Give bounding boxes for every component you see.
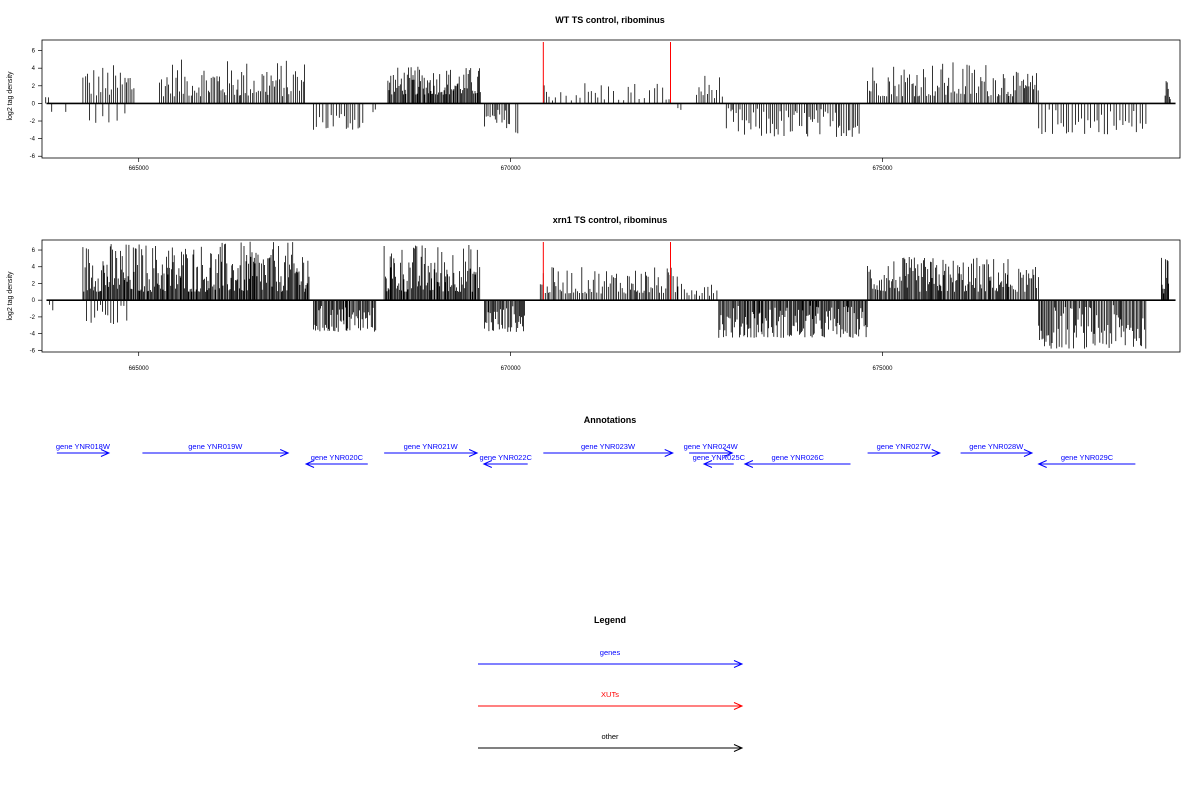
wt-y-axis: -6 -4 -2 0 2 4 6 (30, 49, 42, 160)
gene-label: gene YNR029C (1061, 453, 1114, 462)
gene-arrow: gene YNR022C (480, 453, 533, 468)
gene-label: gene YNR028W (969, 442, 1024, 451)
gene-arrow: gene YNR025C (693, 453, 746, 468)
gene-label: gene YNR019W (188, 442, 243, 451)
gene-label: gene YNR022C (480, 453, 533, 462)
wt-xut-markers (542, 42, 672, 104)
wt-plot-title: WT TS control, ribominus (555, 15, 665, 25)
legend-label: genes (600, 648, 621, 657)
gene-arrow: gene YNR024W (684, 442, 739, 457)
gene-label: gene YNR020C (311, 453, 364, 462)
xrn1-track-plot: xrn1 TS control, ribominus log2 tag dens… (7, 215, 1181, 372)
gene-arrow: gene YNR019W (142, 442, 290, 457)
xrn1-plot-ylabel: log2 tag density (7, 271, 14, 321)
legend-title: Legend (594, 615, 626, 625)
xrn1-x-axis: 665000 670000 675000 (129, 352, 893, 372)
y-tick-label: 4 (32, 66, 36, 72)
gene-label: gene YNR021W (404, 442, 459, 451)
wt-signal-bars (45, 59, 1171, 137)
y-tick-label: 0 (32, 101, 36, 107)
y-tick-label: -6 (30, 348, 36, 354)
gene-arrow: gene YNR027W (867, 442, 942, 457)
legend-panel: Legend genes XUTs other (478, 615, 744, 752)
gene-arrow: gene YNR018W (56, 442, 111, 457)
gene-arrow: gene YNR023W (543, 442, 674, 457)
x-tick-label: 675000 (872, 366, 893, 372)
xrn1-plot-frame (41, 239, 1181, 353)
wt-track-plot: WT TS control, ribominus log2 tag densit… (7, 15, 1181, 172)
gene-arrow: gene YNR021W (384, 442, 479, 457)
gene-label: gene YNR026C (771, 453, 824, 462)
y-tick-label: -4 (30, 137, 36, 143)
gene-label: gene YNR027W (877, 442, 932, 451)
x-tick-label: 670000 (501, 166, 522, 172)
y-tick-label: 4 (32, 265, 36, 271)
y-tick-label: -6 (30, 154, 36, 160)
y-tick-label: 6 (32, 248, 36, 254)
legend-label: other (601, 732, 619, 741)
y-tick-label: 0 (32, 298, 36, 304)
gene-label: gene YNR018W (56, 442, 111, 451)
y-tick-label: 2 (32, 84, 36, 90)
wt-x-axis: 665000 670000 675000 (129, 158, 893, 172)
legend-item-other: other (478, 732, 744, 752)
annotations-panel: Annotations gene YNR018W gene YNR019Wgene… (56, 415, 1136, 468)
gene-arrow: gene YNR026C (743, 453, 851, 468)
wt-plot-ylabel: log2 tag density (7, 71, 14, 121)
gene-label: gene YNR023W (581, 442, 636, 451)
x-tick-label: 665000 (129, 166, 150, 172)
legend-label: XUTs (601, 690, 619, 699)
y-tick-label: 6 (32, 49, 36, 55)
x-tick-label: 675000 (872, 166, 893, 172)
gene-arrow: gene YNR028W (960, 442, 1034, 457)
y-tick-label: -2 (30, 119, 36, 125)
gene-arrow: gene YNR029C (1037, 453, 1136, 468)
annotations-title: Annotations (584, 415, 637, 425)
legend-item-genes: genes (478, 648, 744, 668)
wt-plot-frame (41, 39, 1181, 159)
xrn1-xut-markers (542, 242, 672, 301)
xrn1-signal-bars (49, 241, 1169, 349)
gene-arrow: gene YNR020C (304, 453, 368, 468)
xrn1-y-axis: -6 -4 -2 0 2 4 6 (30, 248, 42, 354)
y-tick-label: 2 (32, 281, 36, 287)
y-tick-label: -4 (30, 332, 36, 338)
gene-label: gene YNR025C (693, 453, 746, 462)
gene-label: gene YNR024W (684, 442, 739, 451)
gene-arrows: gene YNR018W gene YNR019W gene YNR020C gene… (56, 442, 1136, 468)
xrn1-plot-title: xrn1 TS control, ribominus (553, 215, 668, 225)
x-tick-label: 670000 (501, 366, 522, 372)
legend-item-xuts: XUTs (478, 690, 744, 710)
y-tick-label: -2 (30, 315, 36, 321)
x-tick-label: 665000 (129, 366, 150, 372)
legend-items: genes XUTs other (478, 648, 744, 752)
